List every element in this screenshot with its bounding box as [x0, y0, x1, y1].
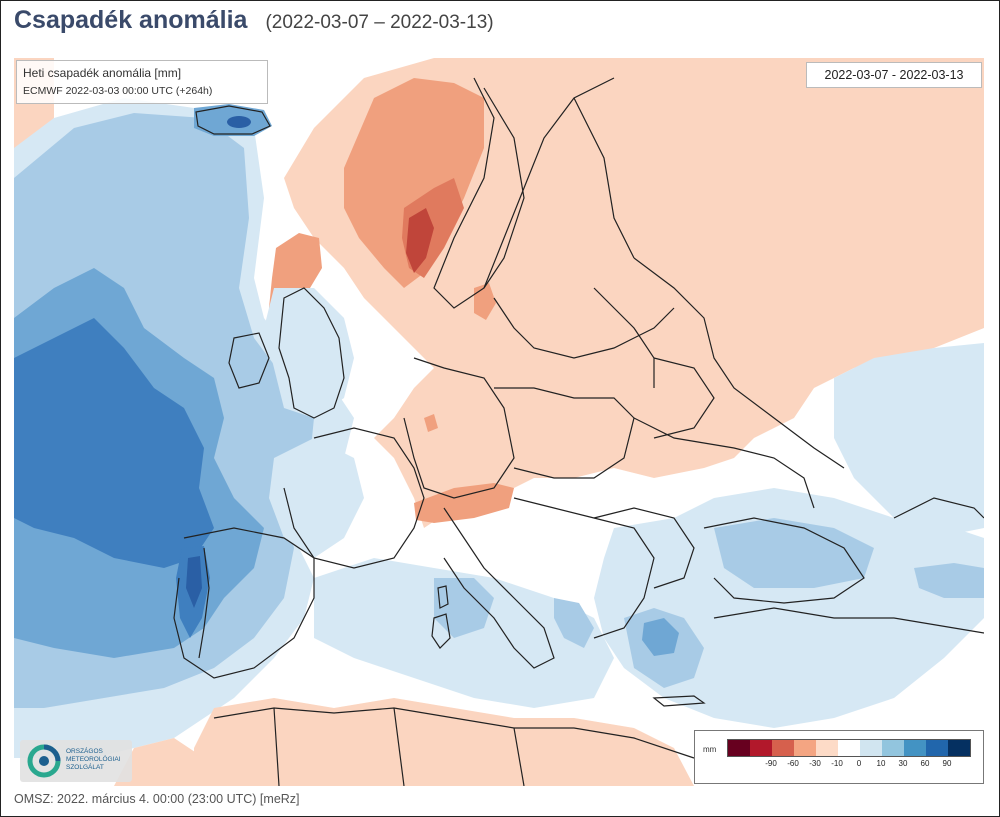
coastline-uk	[278, 287, 345, 419]
border-belarus	[653, 357, 715, 439]
border-sweden-finland	[573, 97, 635, 259]
anomaly-wet-iberia-core	[186, 556, 202, 608]
legend-swatch	[772, 740, 794, 756]
coastline-iceland	[195, 105, 271, 135]
coastline-sardinia	[431, 613, 451, 649]
border-portugal-spain	[198, 547, 210, 659]
coastline-black-sea	[703, 517, 865, 604]
omsz-logo-text: ORSZÁGOS METEOROLÓGIAI SZOLGÁLAT	[66, 748, 121, 772]
country-borders	[173, 77, 984, 786]
border-baltic-states	[593, 287, 655, 388]
anomaly-wet-tyrrhenian	[434, 578, 494, 638]
anomaly-dry-germany-spot	[424, 414, 438, 432]
anomaly-wet-turkey-east	[914, 563, 984, 598]
info-model-run: ECMWF 2022-03-03 00:00 UTC (+264h)	[23, 85, 213, 97]
page-title: Csapadék anomália	[14, 6, 248, 34]
anomaly-dry-norway-extreme	[406, 208, 434, 273]
logo-text-line3: SZOLGÁLAT	[66, 764, 104, 771]
anomaly-wet-france	[269, 438, 364, 558]
legend-tick-label: 30	[898, 759, 908, 768]
legend-swatch	[794, 740, 816, 756]
legend-swatch	[882, 740, 904, 756]
legend-swatch	[948, 740, 970, 756]
legend-swatch	[860, 740, 882, 756]
anomaly-wet-iceland-core	[227, 116, 251, 128]
coastline-corsica	[437, 585, 449, 609]
anomaly-dry-alps	[414, 483, 514, 523]
legend-tick-label: -10	[831, 759, 843, 768]
border-iberia	[173, 527, 315, 679]
logo-text-line2: METEOROLÓGIAI	[66, 756, 121, 763]
header: Csapadék anomália (2022-03-07 – 2022-03-…	[14, 6, 494, 36]
omsz-logo: ORSZÁGOS METEOROLÓGIAI SZOLGÁLAT	[20, 740, 132, 782]
legend-tick-label: 90	[942, 759, 952, 768]
legend-tick-label: 10	[876, 759, 886, 768]
anomaly-wet-east-turkey	[834, 343, 984, 538]
footer-credit: OMSZ: 2022. március 4. 00:00 (23:00 UTC)…	[14, 792, 300, 806]
anomaly-wet-greece-core	[642, 618, 679, 656]
border-russia-west	[633, 257, 845, 469]
color-legend: mm -90 -60 -30 -10 0 10 30 60 90	[694, 730, 984, 784]
legend-tick-labels: -90 -60 -30 -10 0 10 30 60 90	[727, 759, 977, 773]
anomaly-wet-uk	[264, 288, 354, 418]
legend-tick-label: -90	[765, 759, 777, 768]
title-date-range: (2022-03-07 – 2022-03-13)	[265, 12, 494, 33]
border-romania	[593, 507, 695, 589]
border-turkey	[713, 607, 984, 634]
info-product-label: Heti csapadék anomália [mm]	[23, 66, 182, 80]
legend-unit-label: mm	[703, 745, 717, 754]
date-range-box: 2022-03-07 - 2022-03-13	[806, 62, 982, 88]
legend-swatch	[904, 740, 926, 756]
coastline-crete	[652, 695, 706, 707]
anomaly-dry-norway-medium	[344, 78, 484, 288]
anomaly-dry-baltic	[474, 283, 496, 320]
legend-swatch	[838, 740, 860, 756]
anomaly-dry-north-africa-west	[114, 738, 204, 786]
anomaly-wet-blacksea	[714, 518, 874, 588]
omsz-logo-icon	[27, 744, 61, 778]
legend-swatch	[750, 740, 772, 756]
legend-swatch	[816, 740, 838, 756]
border-germany	[403, 357, 515, 499]
forecast-info-box: Heti csapadék anomália [mm] ECMWF 2022-0…	[16, 60, 268, 104]
border-north-africa	[273, 707, 525, 786]
date-range-label: 2022-03-07 - 2022-03-13	[824, 68, 964, 82]
legend-tick-label: 0	[856, 759, 862, 768]
map-canvas	[14, 58, 984, 786]
coastline-scandinavia	[433, 77, 615, 309]
legend-color-bar	[727, 739, 971, 757]
logo-text-line1: ORSZÁGOS	[66, 748, 103, 755]
legend-tick-label: -60	[787, 759, 799, 768]
legend-swatch	[728, 740, 750, 756]
anomaly-dry-north-africa	[194, 698, 694, 786]
legend-tick-label: -30	[809, 759, 821, 768]
border-norway-sweden	[483, 87, 525, 289]
anomaly-map[interactable]	[14, 58, 984, 786]
coastline-italy	[443, 507, 555, 669]
legend-swatch	[926, 740, 948, 756]
coastline-ireland	[228, 332, 270, 389]
anomaly-wet-adriatic	[554, 598, 594, 648]
anomaly-wet-atlantic-deep	[14, 318, 214, 568]
border-france	[283, 427, 425, 569]
border-caucasus	[893, 497, 984, 519]
coastline-north-africa	[213, 707, 695, 759]
coastline-baltic	[493, 297, 675, 359]
border-balkans	[513, 497, 655, 639]
legend-tick-label: 60	[920, 759, 930, 768]
